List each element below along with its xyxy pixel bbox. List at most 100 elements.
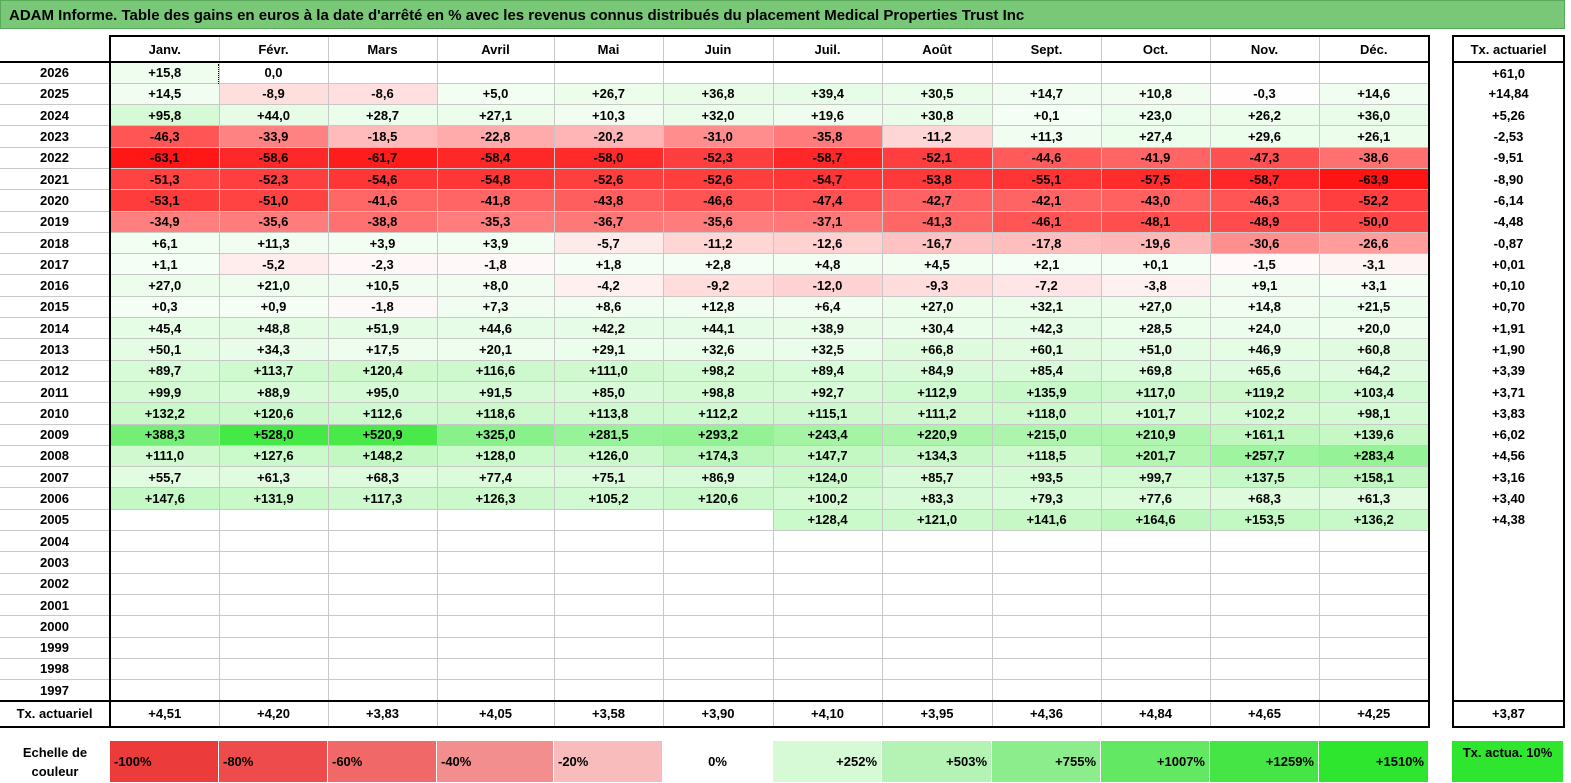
year-label: 2023 xyxy=(0,125,111,148)
return-cell: +113,7 xyxy=(218,359,329,382)
return-cell: +39,4 xyxy=(772,82,883,106)
return-cell xyxy=(218,636,329,659)
return-cell: +19,6 xyxy=(772,104,883,127)
return-cell: +86,9 xyxy=(662,466,774,489)
return-cell: -46,1 xyxy=(991,210,1102,233)
month-header-11: Nov. xyxy=(1209,35,1320,63)
return-cell xyxy=(436,61,555,84)
side-yield-cell xyxy=(1452,679,1565,701)
return-cell xyxy=(1100,636,1211,659)
return-cell: +55,7 xyxy=(109,466,220,489)
side-yield-cell xyxy=(1452,637,1565,659)
return-cell: +28,5 xyxy=(1100,317,1211,340)
side-yield-cell xyxy=(1452,658,1565,680)
return-cell xyxy=(109,530,220,553)
table-row: 2013 +50,1 +34,3 +17,5 +20,1 +29,1 +32,6 +32,5 +… xyxy=(0,338,1430,361)
return-cell: -52,6 xyxy=(662,167,774,191)
side-yield-cell: +1,91 xyxy=(1452,317,1565,339)
return-cell: +5,0 xyxy=(436,82,555,106)
return-cell: +281,5 xyxy=(553,423,664,446)
side-yield-cell: +3,40 xyxy=(1452,487,1565,510)
return-cell: +148,2 xyxy=(327,444,438,468)
return-cell xyxy=(553,679,664,702)
return-cell: +118,0 xyxy=(991,402,1102,425)
return-cell: +0,1 xyxy=(991,104,1102,127)
return-cell: -57,5 xyxy=(1100,167,1211,191)
return-cell xyxy=(109,657,220,681)
return-cell: +32,5 xyxy=(772,338,883,361)
return-cell: +520,9 xyxy=(327,423,438,446)
corner-cell xyxy=(0,36,111,63)
side-row: +1,90 xyxy=(1452,338,1565,361)
return-cell: -41,3 xyxy=(881,210,993,233)
return-cell xyxy=(772,615,883,638)
return-cell: +201,7 xyxy=(1100,444,1211,468)
legend-swatch: +1007% xyxy=(1101,741,1210,782)
return-cell: +27,0 xyxy=(881,295,993,319)
total-cell: +3,90 xyxy=(662,699,774,728)
return-cell: -42,7 xyxy=(881,189,993,212)
year-label: 2024 xyxy=(0,104,111,127)
table-row: 2006 +147,6 +131,9 +117,3 +126,3 +105,2 +120,6… xyxy=(0,487,1430,510)
return-cell xyxy=(109,615,220,638)
side-row: +0,10 xyxy=(1452,274,1565,297)
return-cell xyxy=(662,615,774,638)
return-cell xyxy=(662,636,774,659)
return-cell: -58,7 xyxy=(772,146,883,169)
return-cell: -1,5 xyxy=(1209,253,1320,276)
return-cell: +128,0 xyxy=(436,444,555,468)
return-cell: +27,1 xyxy=(436,104,555,127)
return-cell xyxy=(662,572,774,595)
return-cell: +10,3 xyxy=(553,104,664,127)
legend-swatch: +252% xyxy=(773,741,882,782)
total-row: Tx. actuariel +4,51 +4,20 +3,83 +4,05 +3,58 +3… xyxy=(0,699,1430,728)
return-cell xyxy=(1318,615,1430,638)
return-cell: +98,1 xyxy=(1318,402,1430,425)
side-row: +3,16 xyxy=(1452,466,1565,488)
total-cell: +3,83 xyxy=(327,699,438,728)
return-cell: +3,9 xyxy=(327,231,438,255)
table-row: 2008 +111,0 +127,6 +148,2 +128,0 +126,0 +174,3… xyxy=(0,444,1430,468)
return-cell xyxy=(1100,572,1211,595)
table-row: 2020 -53,1 -51,0 -41,6 -41,8 -43,8 -46,6 -47,4-… xyxy=(0,189,1430,212)
side-row: +3,83 xyxy=(1452,402,1565,425)
return-cell xyxy=(218,593,329,617)
side-yield-cell: +14,84 xyxy=(1452,83,1565,105)
return-cell: -3,1 xyxy=(1318,253,1430,276)
year-label: 1997 xyxy=(0,679,111,702)
return-cell: +117,0 xyxy=(1100,380,1211,404)
return-cell xyxy=(1318,636,1430,659)
table-row: 2002 xyxy=(0,572,1430,595)
side-yield-table: Tx. actuariel +61,0 +14,84 +5,26 -2,53 -9,51… xyxy=(1452,35,1565,728)
return-cell xyxy=(327,657,438,681)
side-row xyxy=(1452,615,1565,638)
return-cell xyxy=(1100,530,1211,553)
year-label: 2001 xyxy=(0,593,111,617)
return-cell: +64,2 xyxy=(1318,359,1430,382)
table-row: 2024 +95,8 +44,0 +28,7 +27,1 +10,3 +32,0 +19,6 +… xyxy=(0,104,1430,127)
total-cell: +4,65 xyxy=(1209,699,1320,728)
month-header-6: Juin xyxy=(662,35,774,63)
side-yield-cell: -9,51 xyxy=(1452,147,1565,169)
return-cell xyxy=(662,61,774,84)
side-yield-cell xyxy=(1452,530,1565,552)
return-cell xyxy=(662,593,774,617)
side-header: Tx. actuariel xyxy=(1452,35,1565,63)
return-cell xyxy=(662,508,774,532)
return-cell: -19,6 xyxy=(1100,231,1211,255)
return-cell: +147,7 xyxy=(772,444,883,468)
table-row: 2011 +99,9 +88,9 +95,0 +91,5 +85,0 +98,8 +92,7 +… xyxy=(0,380,1430,404)
side-yield-cell: +0,70 xyxy=(1452,296,1565,318)
year-label: 2002 xyxy=(0,572,111,595)
color-scale-legend: Echelle de couleur -100% -80% -60% -40% -20%… xyxy=(0,741,1430,782)
return-cell: -33,9 xyxy=(218,125,329,148)
side-row: +3,39 xyxy=(1452,360,1565,382)
return-cell: +32,6 xyxy=(662,338,774,361)
return-cell: -50,0 xyxy=(1318,210,1430,233)
return-cell: -58,0 xyxy=(553,146,664,169)
return-cell: +28,7 xyxy=(327,104,438,127)
return-cell xyxy=(1100,679,1211,702)
return-cell xyxy=(1209,593,1320,617)
total-cell: +4,20 xyxy=(218,699,329,728)
table-row: 1999 xyxy=(0,636,1430,659)
